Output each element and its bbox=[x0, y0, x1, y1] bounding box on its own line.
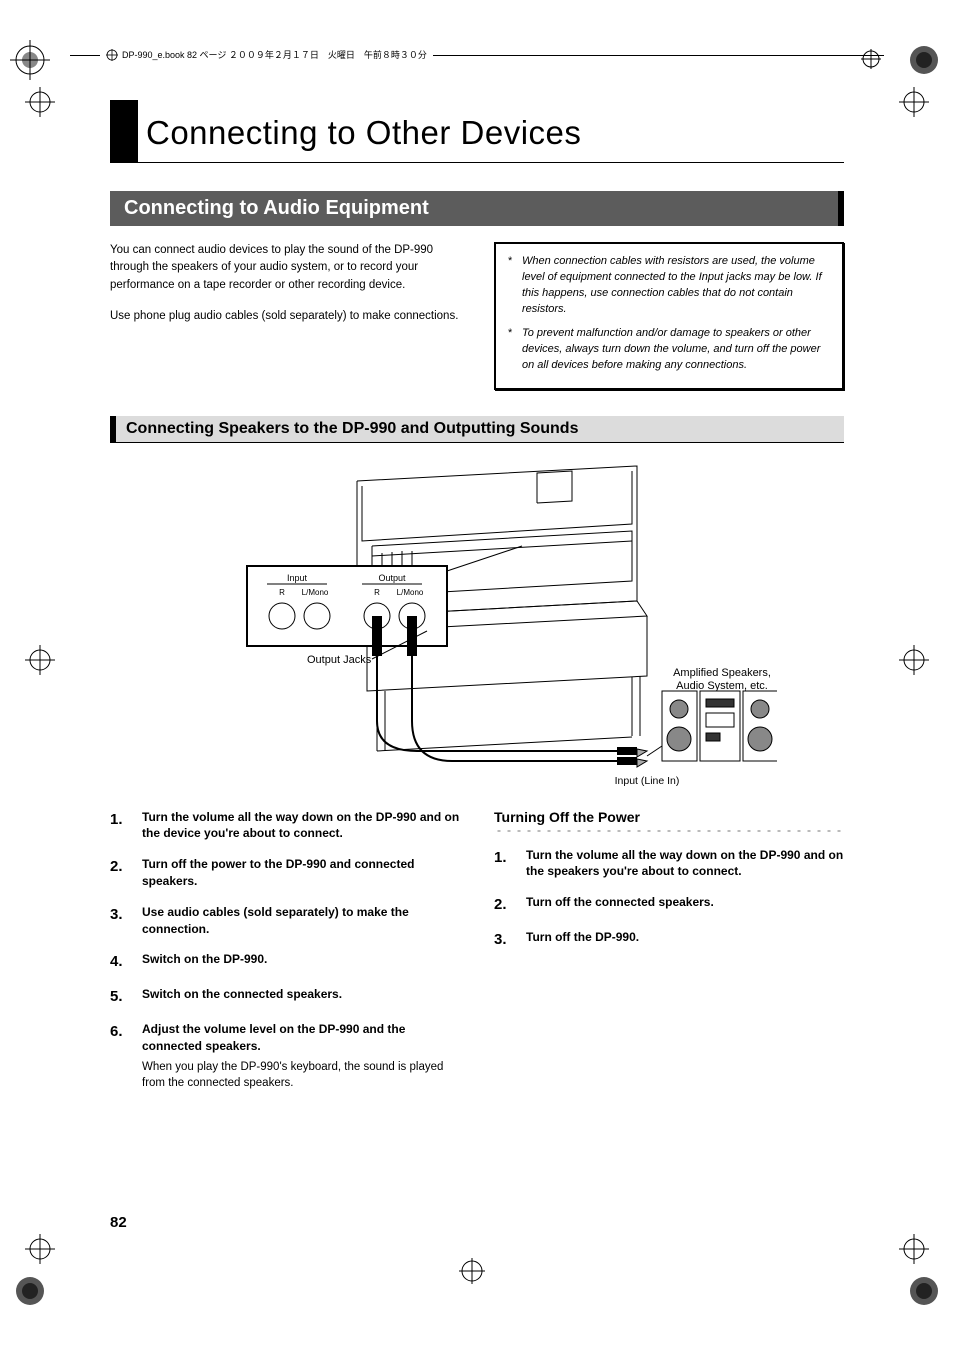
section-heading: Connecting to Audio Equipment bbox=[110, 191, 844, 226]
diagram-input-label: Input bbox=[287, 573, 308, 583]
diagram-r-label: R bbox=[279, 588, 285, 597]
title-block-icon bbox=[110, 100, 138, 162]
crop-mark-icon bbox=[894, 640, 934, 680]
header-meta: DP-990_e.book 82 ページ ２００９年２月１７日 火曜日 午前８時… bbox=[100, 48, 433, 61]
diagram-lmono-label: L/Mono bbox=[302, 588, 329, 597]
step-text: Turn off the power to the DP-990 and con… bbox=[142, 857, 414, 888]
intro-column: You can connect audio devices to play th… bbox=[110, 242, 460, 390]
intro-paragraph: Use phone plug audio cables (sold separa… bbox=[110, 308, 460, 325]
step-text: Turn off the connected speakers. bbox=[526, 895, 714, 909]
crop-mark-icon bbox=[20, 640, 60, 680]
title-row: Connecting to Other Devices bbox=[110, 100, 844, 163]
crop-mark-icon bbox=[904, 1271, 944, 1311]
header-meta-text: DP-990_e.book 82 ページ ２００９年２月１７日 火曜日 午前８時… bbox=[122, 48, 427, 61]
step-item: Turn the volume all the way down on the … bbox=[110, 809, 460, 843]
right-subheading: Turning Off the Power bbox=[494, 809, 844, 825]
right-steps-list: Turn the volume all the way down on the … bbox=[494, 847, 844, 951]
step-item: Turn off the connected speakers. bbox=[494, 894, 844, 915]
diagram-output-label: Output bbox=[378, 573, 406, 583]
step-text: Switch on the connected speakers. bbox=[142, 987, 342, 1001]
note-text: To prevent malfunction and/or damage to … bbox=[522, 326, 830, 374]
step-text: Turn off the DP-990. bbox=[526, 930, 639, 944]
step-item: Turn off the power to the DP-990 and con… bbox=[110, 856, 460, 890]
diagram-r-label: R bbox=[374, 588, 380, 597]
diagram-lmono-label: L/Mono bbox=[397, 588, 424, 597]
page-number: 82 bbox=[110, 1214, 127, 1231]
subsection-heading: Connecting Speakers to the DP-990 and Ou… bbox=[110, 416, 844, 443]
crop-mark-icon bbox=[20, 1229, 60, 1269]
step-text: Adjust the volume level on the DP-990 an… bbox=[142, 1022, 405, 1053]
diagram-output-jacks-label: Output Jacks bbox=[307, 654, 372, 666]
step-item: Switch on the connected speakers. bbox=[110, 986, 460, 1007]
left-steps-list: Turn the volume all the way down on the … bbox=[110, 809, 460, 1092]
step-text: Turn the volume all the way down on the … bbox=[142, 810, 459, 841]
step-subtext: When you play the DP-990's keyboard, the… bbox=[142, 1059, 460, 1091]
asterisk-icon: * bbox=[508, 326, 522, 374]
step-item: Switch on the DP-990. bbox=[110, 951, 460, 972]
connection-diagram: Input R L/Mono Output R L/Mono Output Ja… bbox=[110, 461, 844, 791]
step-item: Turn the volume all the way down on the … bbox=[494, 847, 844, 881]
header-icon bbox=[106, 49, 118, 61]
notes-box: * When connection cables with resistors … bbox=[494, 242, 844, 390]
dotted-rule bbox=[494, 829, 844, 833]
step-item: Turn off the DP-990. bbox=[494, 929, 844, 950]
intro-paragraph: You can connect audio devices to play th… bbox=[110, 242, 460, 294]
asterisk-icon: * bbox=[508, 254, 522, 318]
crop-mark-icon bbox=[10, 40, 50, 80]
step-text: Switch on the DP-990. bbox=[142, 952, 267, 966]
crop-mark-icon bbox=[457, 1256, 497, 1296]
page-title: Connecting to Other Devices bbox=[142, 100, 581, 162]
step-text: Turn the volume all the way down on the … bbox=[526, 848, 843, 879]
diagram-linein-label: Input (Line In) bbox=[615, 775, 680, 787]
crop-mark-icon bbox=[894, 1229, 934, 1269]
step-item: Use audio cables (sold separately) to ma… bbox=[110, 904, 460, 938]
note-text: When connection cables with resistors ar… bbox=[522, 254, 830, 318]
diagram-speakers-label: Amplified Speakers, bbox=[673, 667, 771, 679]
step-item: Adjust the volume level on the DP-990 an… bbox=[110, 1021, 460, 1091]
crop-mark-icon bbox=[10, 1271, 50, 1311]
diagram-speakers-label: Audio System, etc. bbox=[676, 680, 768, 692]
crop-mark-icon bbox=[20, 82, 60, 122]
crop-mark-icon bbox=[904, 40, 944, 80]
step-text: Use audio cables (sold separately) to ma… bbox=[142, 905, 409, 936]
